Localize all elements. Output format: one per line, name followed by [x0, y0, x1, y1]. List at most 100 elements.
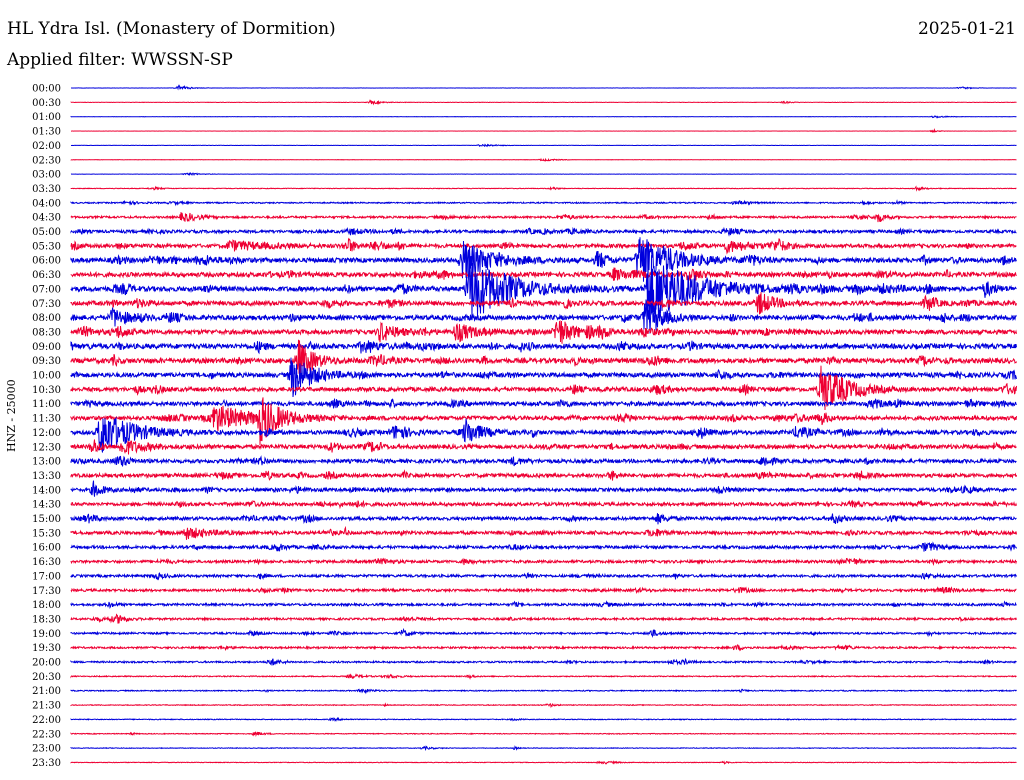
station-title: HL Ydra Isl. (Monastery of Dormition) [7, 19, 336, 39]
trace-line [70, 760, 1017, 765]
tick-label: 00:30 [32, 98, 61, 109]
tick-label: 04:00 [32, 198, 61, 209]
trace-line [70, 398, 1017, 410]
trace-line [70, 586, 1017, 595]
trace-line [70, 157, 1017, 162]
trace-line [70, 480, 1017, 497]
tick-label: 09:30 [32, 356, 61, 367]
tick-label: 02:00 [32, 141, 61, 152]
trace-line [70, 716, 1017, 722]
tick-label: 20:00 [32, 658, 61, 669]
tick-label: 16:00 [32, 543, 61, 554]
tick-label: 11:30 [32, 414, 61, 425]
tick-label: 12:30 [32, 442, 61, 453]
trace-line [70, 600, 1017, 609]
tick-label: 16:30 [32, 557, 61, 568]
trace-line [70, 299, 1017, 334]
trace-line [70, 115, 1017, 119]
tick-label: 05:00 [32, 227, 61, 238]
trace-line [70, 185, 1017, 192]
tick-label: 23:30 [32, 758, 61, 769]
filter-label: Applied filter: WWSSN-SP [7, 50, 233, 70]
trace-line [70, 455, 1017, 467]
tick-label: 09:00 [32, 342, 61, 353]
tick-label: 10:30 [32, 385, 61, 396]
tick-label: 08:00 [32, 313, 61, 324]
tick-label: 14:30 [32, 500, 61, 511]
trace-line [70, 499, 1017, 510]
tick-label: 15:30 [32, 528, 61, 539]
trace-line [70, 613, 1017, 624]
trace-line [70, 292, 1017, 315]
trace-line [70, 340, 1017, 355]
tick-label: 06:00 [32, 256, 61, 267]
trace-line [70, 365, 1017, 411]
tick-label: 12:00 [32, 428, 61, 439]
trace-line [70, 416, 1017, 453]
date-label: 2025-01-21 [917, 19, 1016, 39]
trace-line [70, 702, 1017, 709]
tick-label: 19:00 [32, 629, 61, 640]
trace-line [71, 128, 1017, 133]
trace-line [70, 226, 1017, 237]
trace-line [70, 513, 1017, 525]
tick-label: 21:30 [32, 701, 61, 712]
trace-line [70, 143, 1017, 148]
trace-line [70, 557, 1017, 566]
tick-label: 22:30 [32, 729, 61, 740]
trace-line [70, 339, 1017, 379]
trace-line [70, 255, 1017, 323]
tick-label: 21:00 [32, 686, 61, 697]
tick-label: 23:00 [32, 744, 61, 755]
trace-line [70, 731, 1017, 737]
tick-label: 10:00 [32, 371, 61, 382]
trace-line [70, 541, 1017, 552]
trace-line [70, 745, 1017, 751]
tick-label: 01:00 [32, 112, 61, 123]
tick-label: 22:00 [32, 715, 61, 726]
trace-line [70, 237, 1017, 282]
tick-label: 00:00 [32, 84, 61, 95]
trace-line [70, 673, 1017, 680]
tick-label: 01:30 [32, 127, 61, 138]
tick-label: 04:30 [32, 213, 61, 224]
trace-line [70, 657, 1017, 666]
trace-line [70, 688, 1017, 695]
tick-label: 06:30 [32, 270, 61, 281]
tick-label: 14:00 [32, 485, 61, 496]
tick-label: 11:00 [32, 399, 61, 410]
tick-label: 20:30 [32, 672, 61, 683]
trace-line [70, 469, 1017, 481]
trace-line [70, 644, 1017, 652]
trace-line [70, 199, 1017, 207]
trace-line [70, 439, 1017, 455]
tick-label: 13:30 [32, 471, 61, 482]
tick-label: 19:30 [32, 643, 61, 654]
tick-label: 17:30 [32, 586, 61, 597]
trace-line [70, 320, 1017, 344]
tick-label: 05:30 [32, 241, 61, 252]
trace-line [70, 397, 1017, 446]
trace-line [70, 357, 1017, 398]
tick-label: 18:30 [32, 614, 61, 625]
tick-label: 02:30 [32, 155, 61, 166]
tick-label: 08:30 [32, 327, 61, 338]
trace-line [70, 237, 1017, 255]
trace-line [70, 525, 1017, 540]
tick-label: 07:00 [32, 284, 61, 295]
tick-label: 18:00 [32, 600, 61, 611]
tick-label: 13:00 [32, 457, 61, 468]
trace-line [70, 572, 1017, 581]
trace-line [70, 99, 1017, 106]
tick-label: 15:00 [32, 514, 61, 525]
trace-line [71, 84, 1017, 91]
tick-label: 03:30 [32, 184, 61, 195]
trace-line [70, 267, 1017, 281]
trace-line [70, 627, 1017, 638]
trace-line [70, 212, 1017, 223]
tick-label: 17:00 [32, 571, 61, 582]
tick-label: 07:30 [32, 299, 61, 310]
tick-label: 03:00 [32, 170, 61, 181]
trace-line [70, 172, 1017, 177]
